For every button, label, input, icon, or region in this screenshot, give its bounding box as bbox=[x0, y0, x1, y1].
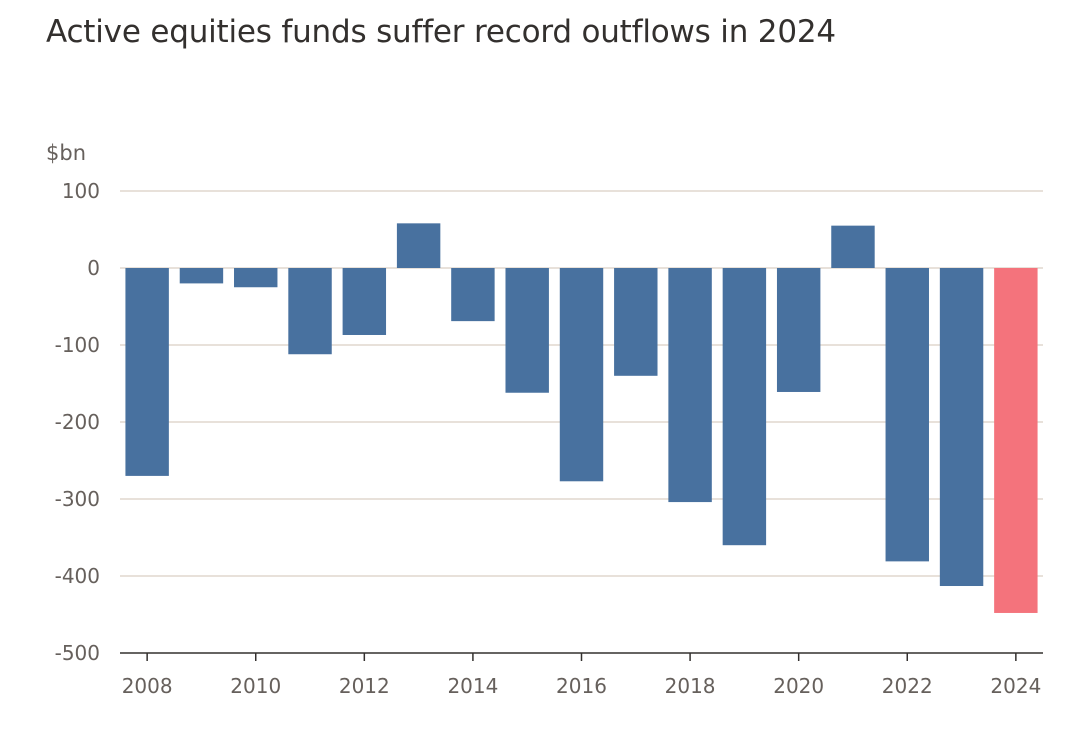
bars bbox=[125, 223, 1038, 613]
x-tick-label: 2010 bbox=[230, 674, 281, 698]
bar-2010 bbox=[234, 268, 278, 288]
bar-2012 bbox=[342, 268, 387, 335]
bar-2008 bbox=[125, 268, 169, 476]
chart-title: Active equities funds suffer record outf… bbox=[46, 14, 836, 50]
bar-2021 bbox=[831, 225, 875, 268]
bar-2022 bbox=[885, 268, 929, 562]
bar-2017 bbox=[614, 268, 658, 376]
y-tick-labels: 100 0 -100 -200 -300 -400 -500 bbox=[55, 179, 100, 665]
x-tick-label: 2012 bbox=[339, 674, 390, 698]
bar-2024 bbox=[994, 268, 1038, 613]
bar-2015 bbox=[505, 268, 549, 393]
y-tick-label: -500 bbox=[55, 641, 100, 665]
y-tick-label: -100 bbox=[55, 333, 100, 357]
x-tick-label: 2022 bbox=[882, 674, 933, 698]
bar-2011 bbox=[288, 268, 332, 355]
bar-2023 bbox=[939, 268, 984, 587]
y-tick-label: -300 bbox=[55, 487, 100, 511]
x-tick-label: 2020 bbox=[773, 674, 824, 698]
x-tick-label: 2008 bbox=[122, 674, 173, 698]
bar-2019 bbox=[722, 268, 767, 546]
bar-2014 bbox=[451, 268, 495, 322]
bar-2018 bbox=[668, 268, 712, 503]
y-tick-label: -400 bbox=[55, 564, 100, 588]
bar-2016 bbox=[559, 268, 604, 482]
bar-2020 bbox=[776, 268, 821, 392]
x-tick-label: 2014 bbox=[447, 674, 498, 698]
bar-2013 bbox=[396, 223, 441, 268]
y-unit-label: $bn bbox=[46, 141, 86, 165]
y-tick-label: 100 bbox=[62, 179, 100, 203]
bar-2009 bbox=[179, 268, 224, 284]
x-tick-label: 2018 bbox=[665, 674, 716, 698]
y-tick-label: 0 bbox=[87, 256, 100, 280]
y-tick-label: -200 bbox=[55, 410, 100, 434]
x-tick-label: 2024 bbox=[990, 674, 1041, 698]
x-axis: 2008 2010 2012 2014 2016 2018 2020 2022 2024 bbox=[120, 652, 1043, 698]
x-tick-label: 2016 bbox=[556, 674, 607, 698]
